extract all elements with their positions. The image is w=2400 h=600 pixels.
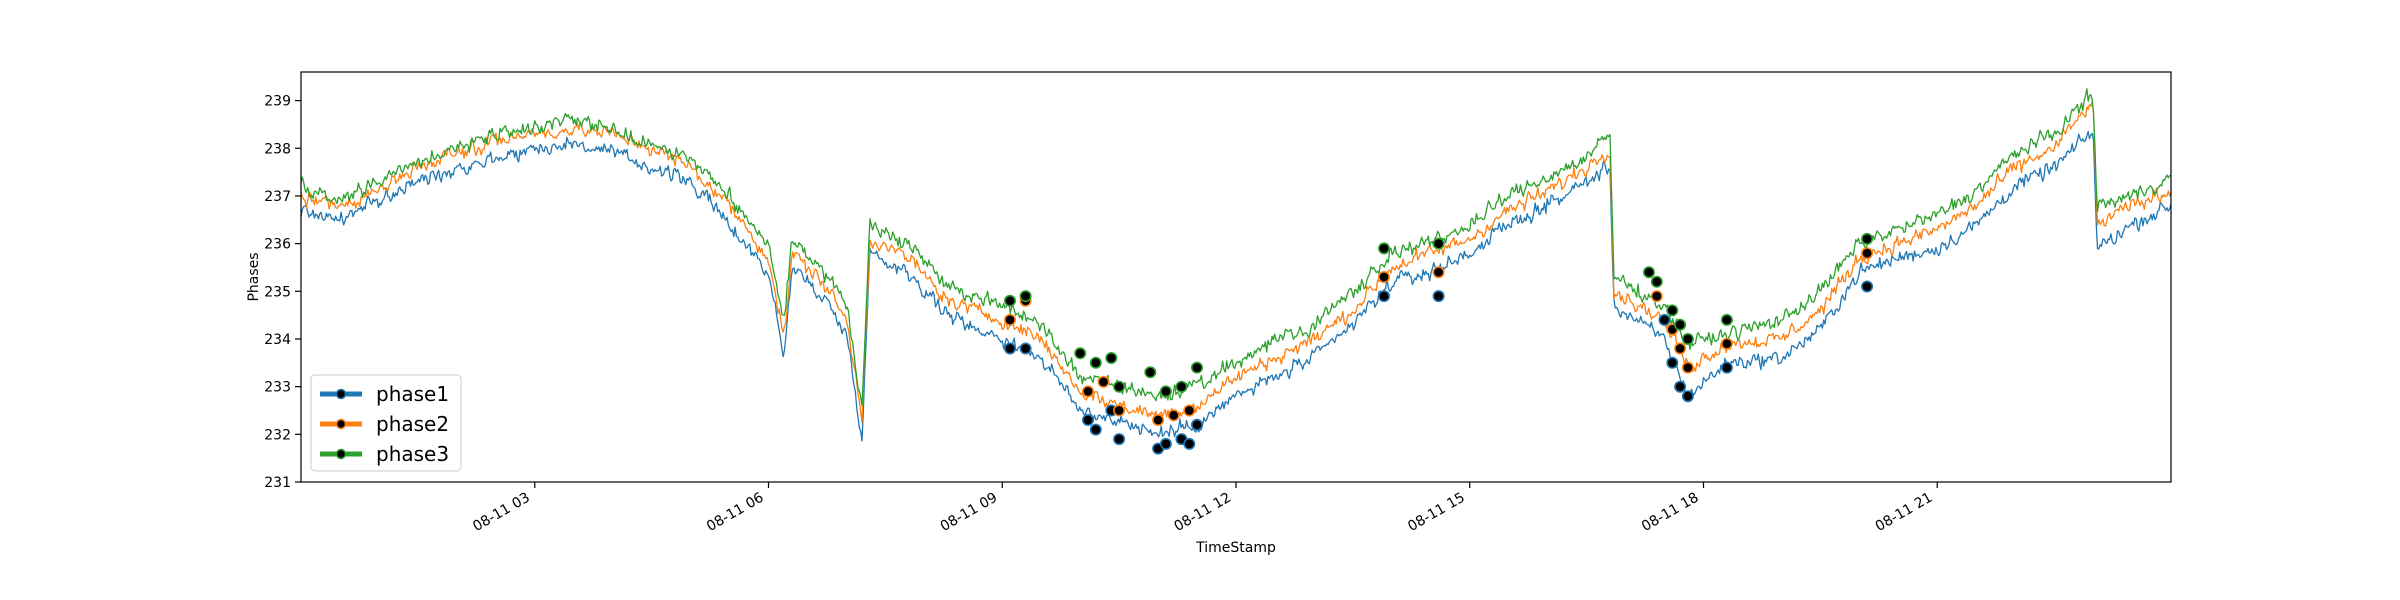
- series-line-phase1: [301, 130, 2171, 442]
- anomaly-point: [1167, 409, 1180, 422]
- anomaly-point: [1097, 375, 1110, 388]
- anomaly-markers-phase2: [1003, 247, 1874, 426]
- anomaly-point: [1378, 290, 1391, 303]
- anomaly-point: [1720, 337, 1733, 350]
- anomaly-point: [1681, 332, 1694, 345]
- legend-marker: [335, 388, 347, 400]
- anomaly-point: [1082, 385, 1095, 398]
- anomaly-point: [1019, 290, 1032, 303]
- anomaly-point: [1082, 413, 1095, 426]
- series-layer: [301, 88, 2171, 442]
- anomaly-point: [1650, 290, 1663, 303]
- anomaly-point: [1003, 342, 1016, 355]
- anomaly-point: [1074, 347, 1087, 360]
- legend-label: phase3: [376, 442, 449, 466]
- anomaly-point: [1144, 366, 1157, 379]
- anomaly-point: [1113, 380, 1126, 393]
- anomaly-point: [1378, 242, 1391, 255]
- anomaly-point: [1183, 404, 1196, 417]
- anomaly-point: [1674, 318, 1687, 331]
- y-tick-label: 232: [264, 427, 291, 443]
- y-tick-label: 239: [264, 94, 291, 110]
- anomaly-marker-layer: [1003, 232, 1874, 455]
- anomaly-point: [1159, 385, 1172, 398]
- anomaly-point: [1681, 361, 1694, 374]
- legend-marker: [335, 448, 347, 460]
- legend-item-phase2: phase2: [320, 412, 449, 436]
- y-tick-label: 233: [264, 380, 291, 396]
- anomaly-point: [1666, 356, 1679, 369]
- anomaly-point: [1175, 380, 1188, 393]
- anomaly-point: [1674, 380, 1687, 393]
- anomaly-point: [1643, 266, 1656, 279]
- anomaly-point: [1152, 413, 1165, 426]
- anomaly-point: [1113, 404, 1126, 417]
- legend-label: phase1: [376, 382, 449, 406]
- y-tick-label: 237: [264, 189, 291, 205]
- anomaly-point: [1378, 270, 1391, 283]
- y-tick-label: 236: [264, 237, 291, 253]
- legend-box: [310, 374, 462, 472]
- y-axis-ticks: 231 232 233 234 235 236 237 238 239: [264, 94, 301, 491]
- y-tick-label: 238: [264, 141, 291, 157]
- legend-item-phase3: phase3: [320, 442, 449, 466]
- series-line-phase2: [301, 101, 2171, 424]
- anomaly-point: [1681, 390, 1694, 403]
- anomaly-point: [1003, 294, 1016, 307]
- anomaly-point: [1113, 433, 1126, 446]
- anomaly-point: [1089, 423, 1102, 436]
- legend-marker: [335, 418, 347, 430]
- anomaly-point: [1650, 275, 1663, 288]
- y-tick-label: 234: [264, 332, 291, 348]
- anomaly-point: [1666, 304, 1679, 317]
- anomaly-point: [1159, 437, 1172, 450]
- anomaly-point: [1003, 313, 1016, 326]
- anomaly-point: [1105, 351, 1118, 364]
- legend: phase1 phase2 phase3: [310, 374, 462, 472]
- anomaly-point: [1089, 356, 1102, 369]
- anomaly-point: [1191, 418, 1204, 431]
- legend-label: phase2: [376, 412, 449, 436]
- anomaly-markers-phase1: [1003, 280, 1874, 455]
- anomaly-point: [1191, 361, 1204, 374]
- anomaly-point: [1658, 313, 1671, 326]
- anomaly-point: [1432, 266, 1445, 279]
- legend-item-phase1: phase1: [320, 382, 449, 406]
- y-tick-label: 235: [264, 284, 291, 300]
- anomaly-point: [1183, 437, 1196, 450]
- anomaly-point: [1019, 342, 1032, 355]
- y-tick-label: 231: [264, 475, 291, 491]
- anomaly-point: [1720, 313, 1733, 326]
- anomaly-point: [1720, 361, 1733, 374]
- anomaly-point: [1432, 290, 1445, 303]
- anomaly-point: [1861, 232, 1874, 245]
- anomaly-point: [1861, 280, 1874, 293]
- x-axis-label: TimeStamp: [1195, 540, 1276, 556]
- anomaly-point: [1432, 237, 1445, 250]
- anomaly-markers-phase3: [1003, 232, 1874, 398]
- series-line-phase3: [301, 88, 2171, 407]
- anomaly-point: [1674, 342, 1687, 355]
- y-axis-label: Phases: [246, 252, 262, 301]
- anomaly-point: [1861, 247, 1874, 260]
